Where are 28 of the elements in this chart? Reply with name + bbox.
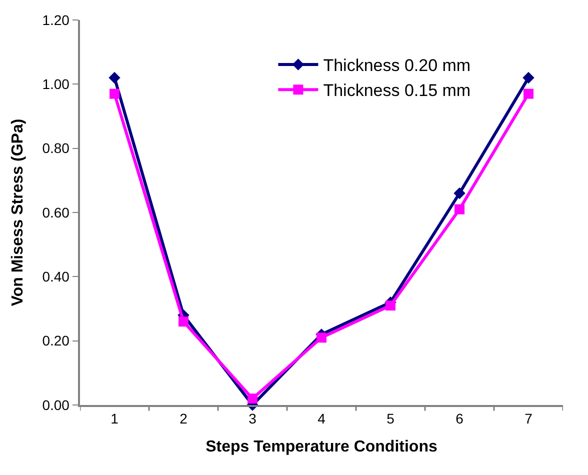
x-tick-label: 2	[180, 410, 188, 427]
y-tick-label: 1.20	[42, 12, 70, 28]
point	[524, 88, 534, 99]
x-tick-label: 7	[524, 410, 533, 427]
legend-label: Thickness 0.20 mm	[323, 56, 471, 76]
x-tick-label: 4	[318, 410, 326, 427]
point	[522, 72, 534, 84]
point	[316, 332, 326, 343]
point	[454, 204, 464, 214]
x-tick-label: 1	[110, 410, 119, 427]
x-tick-label: 5	[386, 410, 395, 427]
point	[248, 394, 258, 404]
y-tick-label: 0.60	[42, 204, 70, 220]
legend-label: Thickness 0.15 mm	[323, 81, 471, 100]
y-tick-label: 0.00	[42, 396, 70, 413]
point	[454, 187, 466, 200]
y-tick-label: 0.40	[42, 268, 70, 285]
point	[108, 72, 120, 84]
point	[110, 88, 120, 99]
point	[386, 300, 396, 311]
x-axis-title: Steps Temperature Conditions	[206, 438, 438, 456]
x-tick-label: 3	[248, 410, 257, 427]
x-tick-label: 6	[456, 410, 464, 427]
y-tick-label: 0.80	[42, 140, 70, 156]
point	[178, 316, 188, 327]
y-tick-label: 1.00	[42, 76, 70, 92]
y-tick-label: 0.20	[42, 332, 70, 349]
y-axis-title: Von Misess Stress (GPa)	[10, 118, 27, 306]
